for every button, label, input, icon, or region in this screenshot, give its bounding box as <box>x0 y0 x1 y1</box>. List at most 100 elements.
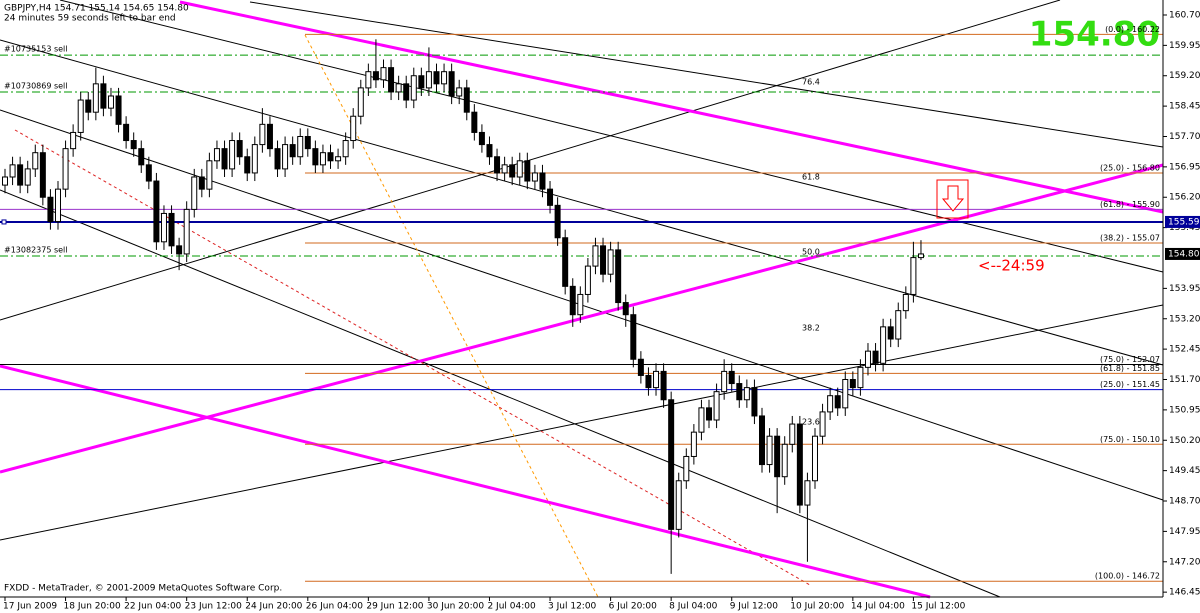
candle-body <box>47 196 54 223</box>
candle-body <box>660 370 667 401</box>
candle-body <box>622 302 629 316</box>
candle-body <box>17 164 24 186</box>
candle-body <box>864 350 871 368</box>
candle-body <box>319 152 326 166</box>
candle-body <box>282 144 289 170</box>
order-label: #10730869 sell <box>4 81 68 90</box>
level-label: (25.0) - 156.80 <box>1100 163 1160 172</box>
x-tick-label: 30 Jun 20:00 <box>427 602 484 612</box>
marker-label-bg <box>1165 215 1200 228</box>
big-price: 154.80 <box>1029 15 1160 55</box>
candle-body <box>2 176 8 186</box>
candle-body <box>736 383 743 401</box>
x-tick-label: 9 Jul 12:00 <box>730 602 779 612</box>
level-label: (75.0) - 150.10 <box>1100 435 1160 444</box>
level-label: (61.8) - 151.85 <box>1100 364 1160 373</box>
candle-body <box>236 140 243 158</box>
candle-body <box>615 249 622 304</box>
candle-body <box>176 245 183 255</box>
candle-body <box>713 391 720 421</box>
candle-body <box>706 407 713 421</box>
candle-body <box>637 358 644 376</box>
candle-body <box>902 293 909 312</box>
candle-body <box>274 148 281 170</box>
candle-body <box>645 374 652 389</box>
candle-body <box>728 370 735 385</box>
candle-body <box>819 411 826 437</box>
candle-body <box>872 350 879 364</box>
bid-label-bg <box>1165 247 1200 260</box>
y-tick-label: 160.70 <box>1169 10 1200 20</box>
candle-body <box>842 379 849 409</box>
fan-label: 61.8 <box>802 173 820 182</box>
candle-body <box>675 480 682 530</box>
candle-body <box>721 370 728 393</box>
candle-body <box>917 253 924 259</box>
candle-body <box>289 144 296 158</box>
level-label: (38.2) - 155.07 <box>1100 234 1160 243</box>
y-tick-label: 147.20 <box>1169 557 1200 567</box>
y-tick-label: 155.45 <box>1169 223 1200 233</box>
candle-body <box>781 443 788 478</box>
y-tick-label: 156.95 <box>1169 162 1200 172</box>
candle-body <box>39 152 46 198</box>
x-tick-label: 26 Jun 04:00 <box>306 602 363 612</box>
candle-body <box>92 83 99 113</box>
candle-body <box>160 212 167 243</box>
subheader: 24 minutes 59 seconds left to bar end <box>4 14 176 24</box>
x-tick-label: 29 Jun 12:00 <box>366 602 423 612</box>
channel-line <box>0 163 1164 474</box>
candle-body <box>433 71 440 85</box>
level-label: (75.0) - 152.07 <box>1100 355 1160 364</box>
candle-body <box>910 257 917 295</box>
level-label: (0.0) - 160.22 <box>1105 25 1160 34</box>
candle-body <box>198 176 205 190</box>
candle-body <box>759 415 765 466</box>
y-tick-label: 151.70 <box>1169 375 1200 385</box>
y-tick-label: 150.20 <box>1169 436 1200 446</box>
fan-label: 76.4 <box>802 78 820 87</box>
y-tick-label: 157.70 <box>1169 132 1200 142</box>
candle-body <box>509 164 516 178</box>
candle-body <box>342 140 349 158</box>
candle-body <box>32 152 39 170</box>
candle-body <box>297 135 304 158</box>
trendline <box>0 0 1061 321</box>
candle-body <box>766 435 773 466</box>
y-tick-label: 153.20 <box>1169 314 1200 324</box>
candle-body <box>9 164 16 178</box>
channel-line <box>179 0 1164 214</box>
candle-body <box>811 435 818 482</box>
candle-body <box>577 293 584 316</box>
candle-body <box>24 168 31 186</box>
candle-body <box>130 140 137 150</box>
x-tick-label: 10 Jul 20:00 <box>790 602 844 612</box>
candle-body <box>857 366 864 389</box>
candle-body <box>743 387 750 401</box>
header: GBPJPY,H4 154.71 155.14 154.65 154.80 <box>4 4 189 14</box>
candle-body <box>471 111 478 133</box>
candle-body <box>494 156 501 174</box>
candle-body <box>774 435 781 478</box>
candle-body <box>441 71 448 85</box>
candle-body <box>388 67 395 93</box>
order-label: #10735153 sell <box>4 45 68 54</box>
x-tick-label: 2 Jul 04:00 <box>487 602 536 612</box>
candle-body <box>115 95 122 125</box>
candle-body <box>410 75 417 101</box>
y-tick-label: 152.45 <box>1169 345 1200 355</box>
candle-body <box>62 148 69 190</box>
candle-body <box>584 265 591 295</box>
x-tick-label: 23 Jun 12:00 <box>185 602 242 612</box>
x-tick-label: 6 Jul 20:00 <box>609 602 658 612</box>
candle-body <box>486 144 493 158</box>
candle-body <box>539 172 546 190</box>
marker-handle <box>1 219 7 225</box>
y-tick-label: 147.95 <box>1169 527 1200 537</box>
level-label: (25.0) - 151.45 <box>1100 380 1160 389</box>
fan-label: 38.2 <box>802 324 820 333</box>
candle-body <box>880 326 887 364</box>
candle-body <box>191 176 198 210</box>
candle-body <box>448 71 455 97</box>
candle-body <box>425 71 432 89</box>
